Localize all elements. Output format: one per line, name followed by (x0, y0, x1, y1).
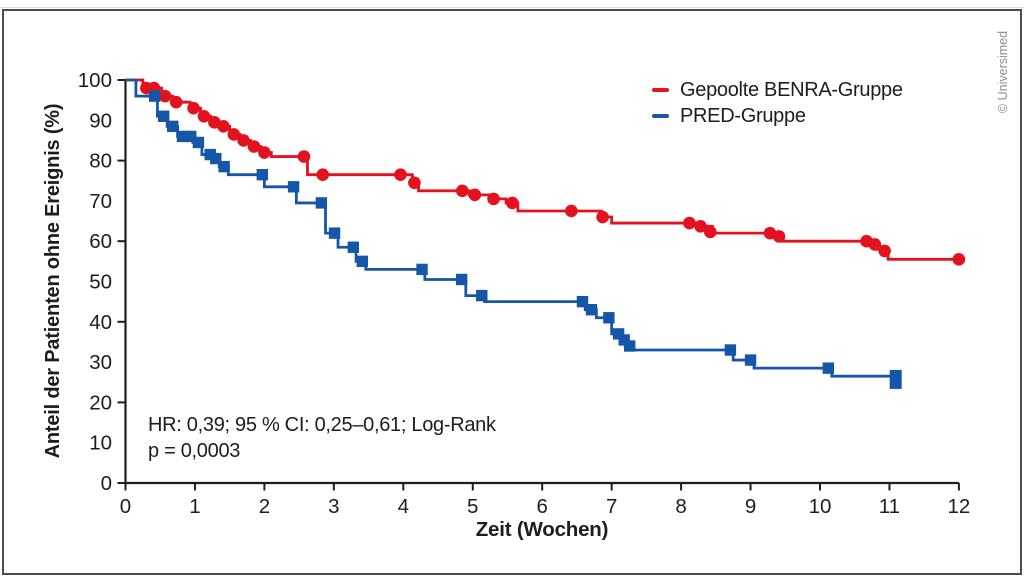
censor-marker-square (157, 110, 170, 122)
censor-marker-square (744, 354, 757, 366)
x-tick-label: 0 (120, 495, 131, 518)
censor-marker-square (210, 152, 222, 165)
p-value-text: p = 0,0003 (148, 440, 241, 462)
x-tick-label: 10 (809, 495, 832, 518)
censor-marker-circle (506, 196, 519, 210)
x-tick-label: 5 (467, 495, 478, 518)
x-axis-title: Zeit (Wochen) (475, 518, 609, 541)
hr-ci-text: HR: 0,39; 95 % CI: 0,25–0,61; Log-Rank (148, 414, 496, 436)
censor-marker-circle (297, 150, 311, 163)
censor-marker-circle (565, 204, 578, 218)
x-tick-label: 8 (675, 495, 686, 518)
censor-marker-circle (169, 95, 183, 109)
x-tick-label: 1 (189, 495, 200, 518)
y-axis-title: Anteil der Patienten ohne Ereignis (%) (42, 103, 64, 459)
censor-marker-circle (772, 230, 786, 243)
censor-marker-square (167, 120, 179, 133)
censor-marker-circle (952, 253, 966, 266)
top-rule (0, 7, 1024, 8)
censor-marker-circle (468, 188, 482, 202)
censor-marker-circle (237, 134, 250, 147)
x-tick-label: 9 (745, 495, 756, 518)
censor-marker-square (724, 344, 737, 356)
censor-marker-circle (217, 120, 230, 133)
censor-marker-square (612, 328, 625, 340)
censor-marker-square (176, 130, 189, 143)
y-tick-label: 80 (89, 150, 112, 173)
x-tick-label: 6 (536, 495, 547, 518)
censor-marker-square (455, 273, 468, 286)
legend: Gepoolte BENRA-Gruppe PRED-Gruppe (652, 77, 903, 129)
y-tick-label: 70 (89, 190, 112, 213)
censor-marker-square (347, 241, 359, 253)
censor-marker-circle (227, 128, 241, 141)
x-tick-label: 7 (606, 495, 617, 518)
y-tick-label: 10 (89, 432, 112, 455)
censor-marker-square (287, 181, 300, 193)
censor-marker-square (624, 340, 636, 352)
y-tick-label: 30 (89, 351, 112, 374)
censor-marker-square (256, 169, 269, 181)
end-marker-square (889, 369, 902, 389)
censor-marker-circle (683, 216, 696, 230)
censor-marker-circle (487, 192, 500, 206)
censor-marker-circle (456, 184, 469, 198)
censor-marker-square (618, 334, 630, 346)
x-tick-label: 12 (947, 495, 970, 518)
censor-marker-square (148, 90, 161, 102)
censor-marker-circle (394, 168, 407, 182)
y-tick-label: 0 (101, 472, 112, 495)
censor-marker-circle (703, 225, 717, 239)
censor-marker-circle (187, 101, 200, 115)
censor-marker-circle (694, 219, 707, 233)
censor-marker-circle (247, 140, 261, 153)
x-tick-label: 4 (398, 495, 409, 518)
benra-line-swatch (652, 87, 669, 93)
legend-item-benra: Gepoolte BENRA-Gruppe (652, 77, 903, 103)
censor-marker-circle (878, 244, 891, 258)
censor-marker-square (576, 295, 589, 308)
censor-marker-square (603, 312, 615, 324)
pred-line-swatch (652, 113, 669, 119)
y-tick-label: 50 (89, 271, 112, 294)
censor-marker-circle (158, 89, 172, 103)
censor-marker-square (192, 136, 205, 149)
y-tick-label: 20 (89, 391, 112, 414)
legend-label-pred: PRED-Gruppe (680, 104, 806, 127)
censor-marker-circle (408, 176, 421, 190)
censor-marker-square (822, 362, 835, 374)
censor-marker-square (315, 197, 328, 209)
censor-marker-circle (596, 210, 609, 224)
y-tick-label: 100 (78, 69, 112, 92)
censor-marker-square (476, 289, 488, 302)
x-tick-label: 3 (328, 495, 339, 518)
copyright-note: © Universimed (996, 30, 1010, 114)
legend-item-pred: PRED-Gruppe (652, 103, 903, 129)
censor-marker-square (585, 304, 598, 316)
censor-marker-square (328, 227, 341, 239)
y-tick-label: 90 (89, 109, 112, 132)
censor-marker-circle (868, 238, 882, 251)
censor-marker-circle (258, 146, 271, 159)
censor-marker-square (356, 255, 369, 268)
x-tick-label: 11 (879, 495, 900, 518)
x-tick-label: 2 (259, 495, 270, 518)
censor-marker-square (416, 263, 428, 276)
censor-marker-circle (316, 168, 330, 182)
y-tick-label: 60 (89, 230, 112, 253)
censor-marker-square (185, 130, 197, 143)
censor-marker-circle (197, 109, 211, 123)
stats-annotation: HR: 0,39; 95 % CI: 0,25–0,61; Log-Rank p… (148, 412, 496, 464)
legend-label-benra: Gepoolte BENRA-Gruppe (680, 78, 903, 101)
censor-marker-square (218, 160, 230, 173)
y-tick-label: 40 (89, 311, 112, 334)
